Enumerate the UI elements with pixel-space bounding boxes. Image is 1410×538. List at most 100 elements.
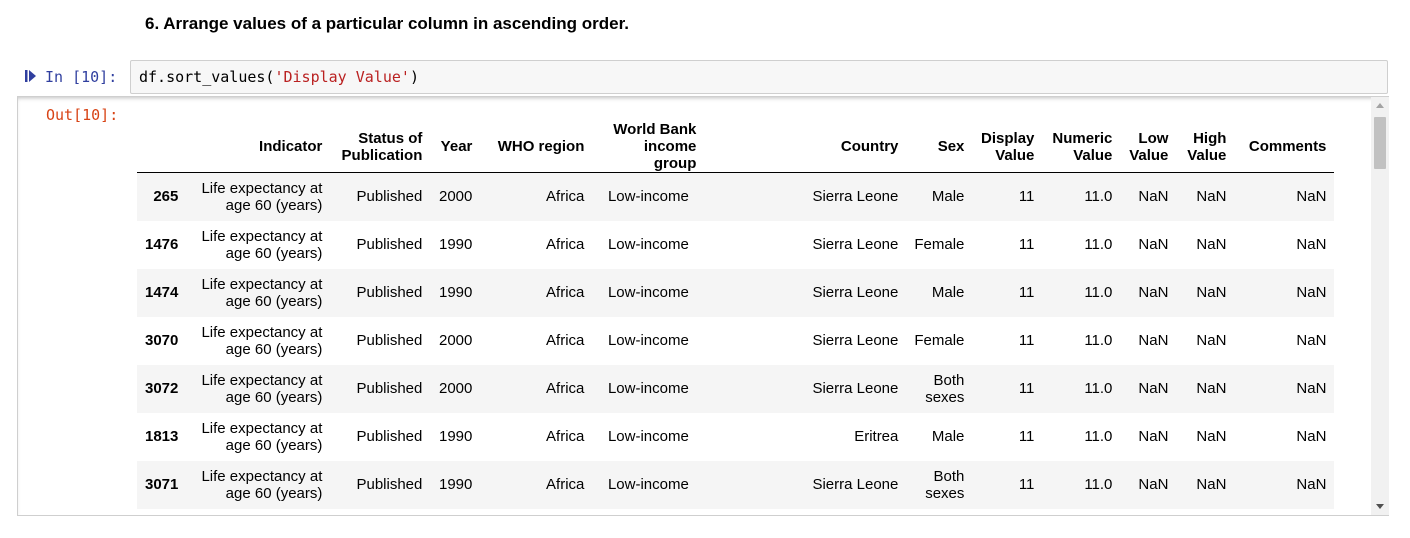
cell-comments: NaN — [1296, 332, 1327, 349]
cell-indicator: Life expectancy at age 60 (years) — [201, 323, 323, 358]
cell-numeric-value: 11.0 — [1084, 188, 1113, 206]
cell-country: Sierra Leone — [812, 236, 899, 253]
cell-year: 1990 — [439, 284, 473, 301]
cell-numeric-value: 11.0 — [1084, 284, 1113, 301]
cell-comments: NaN — [1296, 284, 1327, 301]
cell-low-value: NaN — [1138, 284, 1169, 301]
cell-indicator: Life expectancy at age 60 (years) — [201, 179, 323, 214]
cell-status: Published — [356, 284, 423, 301]
column-header-who-region: WHO region — [480, 121, 593, 173]
cell-low-value — [1120, 509, 1176, 516]
code-line: df.sort_values('Display Value') — [139, 68, 419, 86]
vertical-scrollbar[interactable] — [1371, 97, 1389, 515]
cell-numeric-value: 11.0 — [1084, 380, 1113, 397]
section-heading: 6. Arrange values of a particular column… — [145, 14, 630, 33]
code-string-literal: 'Display Value' — [274, 68, 410, 86]
cell-numeric-value — [1042, 509, 1120, 516]
column-header-comments: Comments — [1234, 121, 1335, 173]
cell-income-group: Low-income — [607, 476, 689, 493]
table-row: Life expectancy at South-EastLower-middle — [137, 508, 1335, 516]
scroll-up-arrow-icon[interactable] — [1376, 103, 1384, 108]
cell-comments: NaN — [1296, 236, 1327, 253]
cell-income-group: Low-income — [607, 428, 689, 445]
output-area[interactable]: Out[10]: Indicator Status of Publication… — [17, 96, 1389, 516]
cell-who-region: Africa — [546, 188, 585, 206]
cell-indicator: Life expectancy at age 60 (years) — [201, 227, 323, 262]
cell-low-value: NaN — [1138, 380, 1169, 397]
cell-who-region: Africa — [546, 236, 585, 253]
cell-low-value: NaN — [1138, 236, 1169, 253]
cell-high-value: NaN — [1196, 284, 1227, 301]
cell-income-group: Low-income — [607, 284, 689, 301]
cell-who-region: Africa — [546, 476, 585, 493]
cell-country: Sierra Leone — [812, 332, 899, 349]
cell-sex: Male — [931, 188, 965, 206]
cell-country: Sierra Leone — [812, 380, 899, 397]
cell-display-value: 11 — [1018, 284, 1035, 301]
cell-display-value: 11 — [1018, 428, 1035, 445]
column-header-country: Country — [718, 121, 907, 173]
code-cell-editor[interactable]: df.sort_values('Display Value') — [130, 60, 1388, 94]
cell-country — [718, 509, 906, 516]
cell-display-value: 11 — [1018, 380, 1035, 397]
cell-comments: NaN — [1296, 428, 1327, 445]
cell-sex: Both sexes — [925, 371, 965, 406]
cell-indicator: Life expectancy at age 60 (years) — [201, 467, 323, 502]
cell-numeric-value: 11.0 — [1084, 428, 1113, 445]
cell-low-value: NaN — [1138, 332, 1169, 349]
cell-indicator: Life expectancy at age 60 (years) — [201, 371, 323, 406]
cell-sex: Both sexes — [925, 467, 965, 502]
scrollbar-thumb[interactable] — [1374, 117, 1386, 169]
run-cell-icon[interactable] — [24, 68, 38, 84]
cell-status: Published — [356, 236, 423, 253]
scroll-down-arrow-icon[interactable] — [1376, 504, 1384, 509]
cell-high-value: NaN — [1196, 428, 1227, 445]
column-header-year: Year — [430, 121, 481, 173]
cell-high-value: NaN — [1196, 188, 1227, 206]
row-index — [137, 509, 186, 516]
table-row: 265 Life expectancy at age 60 (years) Publ… — [137, 172, 1335, 221]
cell-indicator: Life expectancy at — [186, 509, 330, 516]
column-header-sex: Sex — [906, 121, 973, 173]
cell-status: Published — [356, 380, 423, 397]
table-row: 1813 Life expectancy at age 60 (years) Pub… — [137, 412, 1335, 461]
cell-display-value — [972, 509, 1042, 516]
cell-sex: Male — [931, 284, 965, 301]
cell-year: 2000 — [439, 188, 473, 206]
cell-sex: Male — [931, 428, 965, 445]
cell-year: 1990 — [439, 428, 473, 445]
cell-sex: Female — [914, 332, 965, 349]
cell-who-region: Africa — [546, 284, 585, 301]
cell-sex: Female — [914, 236, 965, 253]
cell-comments: NaN — [1296, 380, 1327, 397]
cell-indicator: Life expectancy at age 60 (years) — [201, 275, 323, 310]
cell-sex — [906, 509, 972, 516]
table-row: 1474 Life expectancy at age 60 (years) Pub… — [137, 268, 1335, 317]
dataframe-table: Indicator Status of Publication Year WHO… — [137, 121, 1335, 516]
cell-year: 2000 — [439, 332, 473, 349]
cell-who-region: Africa — [546, 428, 585, 445]
column-header-numeric-value: Numeric Value — [1042, 121, 1121, 173]
cell-status: Published — [356, 332, 423, 349]
cell-status: Published — [356, 476, 423, 493]
input-prompt: In [10]: — [45, 68, 118, 86]
cell-low-value: NaN — [1138, 476, 1169, 493]
cell-status — [330, 509, 430, 516]
table-row: 1476 Life expectancy at age 60 (years) Pub… — [137, 220, 1335, 269]
table-header-row: Indicator Status of Publication Year WHO… — [137, 121, 1335, 173]
table-row: 3072 Life expectancy at age 60 (years) Pub… — [137, 364, 1335, 413]
cell-low-value: NaN — [1138, 428, 1169, 445]
cell-income-group: Low-income — [607, 236, 689, 253]
cell-income-group: Low-income — [607, 188, 689, 206]
cell-year — [430, 509, 480, 516]
cell-numeric-value: 11.0 — [1084, 332, 1113, 349]
cell-country: Sierra Leone — [812, 284, 899, 301]
output-prompt: Out[10]: — [46, 106, 119, 124]
table-row: 3070 Life expectancy at age 60 (years) Pub… — [137, 316, 1335, 365]
cell-year: 1990 — [439, 236, 473, 253]
cell-high-value: NaN — [1196, 236, 1227, 253]
cell-display-value: 11 — [1018, 188, 1035, 206]
column-header-low-value: Low Value — [1120, 121, 1177, 173]
cell-high-value: NaN — [1196, 380, 1227, 397]
column-header-index — [137, 121, 187, 173]
